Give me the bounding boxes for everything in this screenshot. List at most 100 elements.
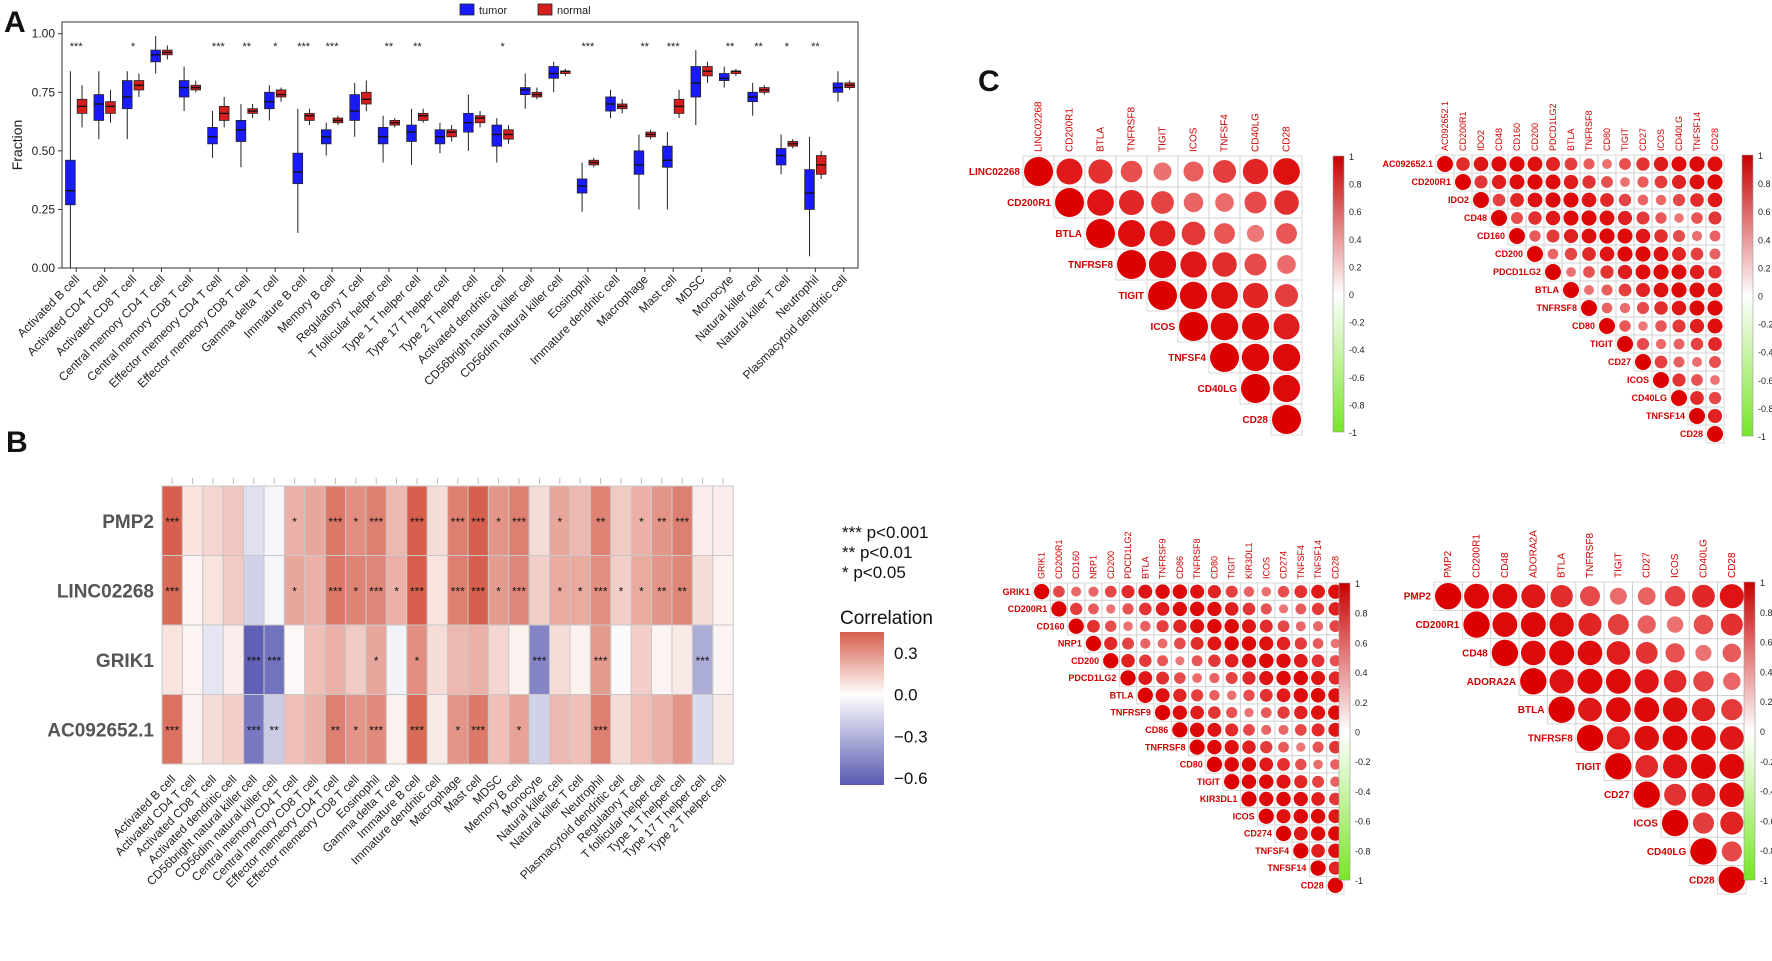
y-tick-label: 1.00 [32, 27, 56, 41]
correlation-circle [1293, 670, 1309, 686]
heatmap-cell [161, 624, 183, 695]
correlation-circle [1672, 229, 1686, 243]
heatmap-cell [222, 485, 245, 556]
correlation-circle [1155, 688, 1170, 703]
gene-column-label: CD160 [1512, 123, 1522, 151]
heatmap-cell [610, 485, 632, 556]
correlation-circle [1211, 282, 1238, 309]
gene-column-label: BTLA [1096, 127, 1107, 152]
correlation-circle [1242, 740, 1256, 754]
gene-column-label: CD28 [1710, 128, 1720, 151]
heatmap-cell [181, 555, 204, 626]
cell-stars: * [557, 515, 562, 529]
colorbar [1741, 154, 1754, 437]
correlation-circle [1545, 210, 1561, 226]
gene-column-label: CD86 [1175, 556, 1185, 579]
correlation-circle [1088, 603, 1099, 615]
cell-stars: *** [512, 584, 526, 598]
correlation-circle [1259, 688, 1273, 702]
cell-stars: *** [471, 515, 485, 529]
correlogram-panel-4: PMP2 CD200R1 CD48 ADORA2A BTLA TNFRSF8 TIGIT CD… [1404, 530, 1772, 895]
correlation-circle [1208, 706, 1221, 719]
correlation-circle [1463, 611, 1490, 638]
significance-stars: ** [243, 41, 252, 53]
cell-stars: * [415, 654, 420, 668]
colorbar-tick-label: 0 [1355, 728, 1360, 738]
significance-stars: ** [754, 41, 763, 53]
correlation-circle [1272, 343, 1301, 372]
correlation-circle [1527, 174, 1543, 190]
gene-column-label: ICOS [1189, 127, 1200, 152]
colorbar-tick-label: -0.8 [1355, 846, 1371, 856]
correlation-circle [1710, 375, 1720, 385]
heatmap-cell [324, 624, 347, 695]
gene-column-label: TNFRSF8 [1127, 107, 1138, 152]
correlation-circle [1241, 757, 1257, 772]
heatmap-cell [651, 624, 673, 695]
colorbar-tick-label: -1 [1758, 432, 1766, 442]
correlation-circle [1672, 193, 1686, 207]
cell-stars: *** [267, 654, 281, 668]
correlation-circle [1671, 174, 1687, 190]
correlation-circle [1601, 284, 1613, 296]
correlation-circle [1693, 671, 1714, 692]
gene-column-label: CD28 [1330, 556, 1340, 579]
correlation-circle [1520, 668, 1547, 695]
correlation-circle [1241, 312, 1270, 341]
correlation-circle [1689, 318, 1705, 334]
gene-column-label: PDCD1LG2 [1548, 103, 1558, 151]
correlation-circle [1310, 809, 1326, 824]
significance-stars: ** [811, 41, 820, 53]
heatmap-cell [610, 624, 632, 695]
heatmap-cell [528, 485, 551, 556]
gene-row-label: CD200R1 [1411, 177, 1451, 187]
tumor-box [292, 152, 304, 185]
correlation-circle [1224, 618, 1239, 634]
correlation-circle [1225, 672, 1238, 685]
colorbar-tick-label: −0.6 [894, 769, 928, 788]
correlation-circle [1720, 811, 1744, 835]
gene-row-label: CD40LG [1647, 847, 1687, 858]
correlation-circle [1148, 250, 1177, 279]
correlation-circle [1190, 705, 1204, 720]
colorbar-tick-label: 1 [1758, 151, 1763, 161]
colorbar-tick-label: 0.4 [1758, 235, 1771, 245]
tumor-box [690, 66, 702, 98]
cell-stars: * [292, 584, 297, 598]
correlation-circle [1510, 211, 1524, 225]
correlation-circle [1312, 775, 1325, 788]
heatmap-cell [569, 694, 591, 765]
heatmap-cell [712, 555, 734, 626]
correlation-circle [1691, 698, 1716, 722]
heatmap-cell [528, 694, 551, 765]
correlation-circle [1241, 343, 1270, 372]
heatmap-cell [304, 485, 326, 556]
correlation-circle [1123, 621, 1133, 631]
gene-column-label: TNFRSF8 [1585, 533, 1596, 578]
colorbar-tick-label: -0.2 [1760, 757, 1772, 767]
correlation-circle [1272, 405, 1301, 434]
correlation-circle [1707, 426, 1723, 442]
gene-row-label: BTLA [1518, 705, 1545, 716]
correlation-circle [1296, 742, 1306, 752]
colorbar-tick-label: -1 [1760, 876, 1768, 886]
heatmap-cell [630, 694, 653, 765]
correlation-circle [1653, 246, 1669, 262]
correlation-circle [1492, 612, 1518, 637]
correlation-circle [1244, 191, 1267, 214]
correlation-circle [1310, 860, 1326, 876]
gene-column-label: CD274 [1279, 551, 1289, 579]
gene-column-label: ADORA2A [1528, 530, 1539, 578]
row-label: GRIK1 [96, 651, 155, 672]
correlation-circle [1653, 264, 1669, 280]
correlation-circle [1549, 612, 1574, 637]
gene-column-label: CD27 [1638, 128, 1648, 151]
correlation-circle [1224, 602, 1239, 616]
correlation-circle [1509, 228, 1525, 244]
significance-stars: * [273, 41, 278, 53]
correlation-circle [1721, 841, 1742, 862]
cell-stars: ** [657, 584, 667, 598]
gene-row-label: CD28 [1689, 875, 1715, 886]
colorbar-tick-label: 0.8 [1349, 180, 1362, 190]
